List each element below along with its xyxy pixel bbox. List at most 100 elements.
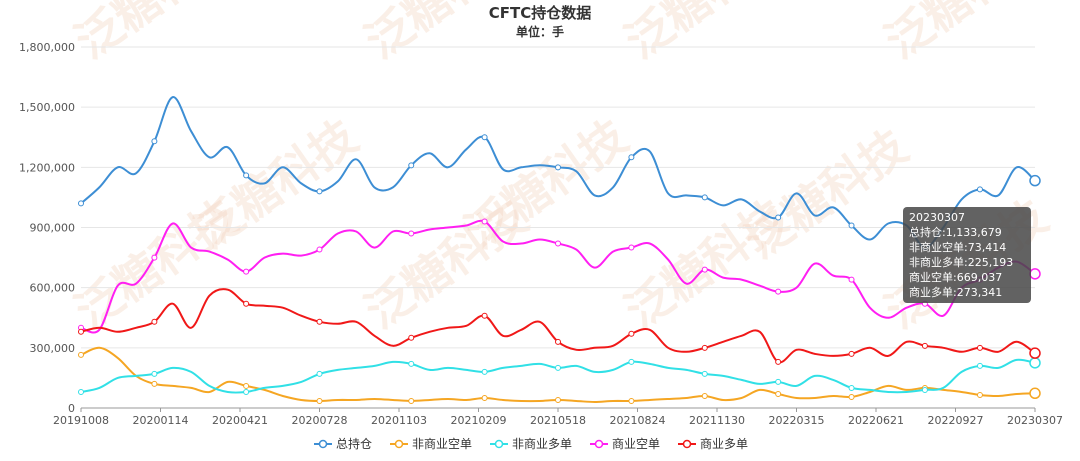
data-point[interactable] xyxy=(78,388,84,395)
data-point[interactable] xyxy=(481,368,488,375)
tooltip-line: 总持仓:1,133,679 xyxy=(909,226,1002,239)
data-point[interactable] xyxy=(481,312,488,319)
x-axis: 20191008 20200114 20200421 20200728 20201103… xyxy=(53,408,1063,427)
legend-item[interactable]: 商业多单 xyxy=(678,436,748,451)
legend-label: 总持仓 xyxy=(336,436,372,451)
data-point[interactable] xyxy=(243,172,250,179)
data-point[interactable] xyxy=(151,254,158,261)
data-point[interactable] xyxy=(408,162,415,169)
data-point[interactable] xyxy=(243,268,250,275)
data-point[interactable] xyxy=(78,200,84,207)
y-tick-label: 1,200,000 xyxy=(19,161,75,174)
data-point[interactable] xyxy=(976,344,983,351)
data-point[interactable] xyxy=(976,186,983,193)
legend[interactable]: 总持仓 非商业空单 非商业多单 商业空单 商业多单 xyxy=(314,436,748,451)
y-tick-label: 0 xyxy=(68,402,75,415)
data-point[interactable] xyxy=(628,358,635,365)
data-point[interactable] xyxy=(481,218,488,225)
y-tick-label: 300,000 xyxy=(30,342,76,355)
watermark-text: 泛糖科技 xyxy=(875,0,1057,69)
legend-marker xyxy=(494,439,504,449)
data-point[interactable] xyxy=(243,382,250,389)
data-point[interactable] xyxy=(151,380,158,387)
x-tick-label: 20200421 xyxy=(212,414,268,427)
tooltip-line: 商业多单:273,341 xyxy=(909,286,1003,299)
legend-item[interactable]: 非商业多单 xyxy=(490,436,572,451)
legend-item[interactable]: 商业空单 xyxy=(590,436,660,451)
data-point[interactable] xyxy=(481,134,488,141)
data-point[interactable] xyxy=(848,350,855,357)
watermark-text: 泛糖科技 xyxy=(65,189,247,339)
data-point[interactable] xyxy=(976,391,983,398)
data-point[interactable] xyxy=(775,358,782,365)
x-tick-label: 20220927 xyxy=(928,414,984,427)
data-point[interactable] xyxy=(316,246,323,253)
y-tick-label: 1,500,000 xyxy=(19,101,75,114)
data-point[interactable] xyxy=(1029,347,1041,359)
data-point[interactable] xyxy=(775,378,782,385)
data-point[interactable] xyxy=(775,390,782,397)
tooltip-line: 非商业空单:73,414 xyxy=(909,241,1007,254)
data-point[interactable] xyxy=(1029,174,1041,187)
data-point[interactable] xyxy=(628,154,635,161)
data-point[interactable] xyxy=(316,397,323,404)
data-point[interactable] xyxy=(151,318,158,325)
data-point[interactable] xyxy=(481,394,488,401)
legend-label: 商业空单 xyxy=(612,436,660,451)
x-tick-label: 20201103 xyxy=(371,414,427,427)
data-point[interactable] xyxy=(921,342,928,349)
data-point[interactable] xyxy=(1029,268,1041,280)
legend-label: 非商业多单 xyxy=(512,436,572,451)
legend-item[interactable]: 非商业空单 xyxy=(390,436,472,451)
data-point[interactable] xyxy=(555,364,561,371)
x-tick-label: 20210209 xyxy=(451,414,507,427)
data-point[interactable] xyxy=(408,230,415,237)
series-lines xyxy=(78,96,1041,404)
data-point[interactable] xyxy=(628,397,635,404)
data-point[interactable] xyxy=(78,351,84,358)
data-point[interactable] xyxy=(408,334,415,341)
data-point[interactable] xyxy=(775,288,782,295)
data-point[interactable] xyxy=(628,330,635,337)
data-point[interactable] xyxy=(848,384,855,391)
y-tick-label: 1,800,000 xyxy=(19,41,75,54)
data-point[interactable] xyxy=(555,338,561,345)
data-point[interactable] xyxy=(408,360,415,367)
data-point[interactable] xyxy=(701,344,708,351)
data-point[interactable] xyxy=(316,188,323,195)
data-point[interactable] xyxy=(976,362,983,369)
data-point[interactable] xyxy=(701,370,708,377)
data-point[interactable] xyxy=(848,393,855,400)
data-point[interactable] xyxy=(921,386,928,393)
tooltip-date: 20230307 xyxy=(909,211,965,224)
tooltip-line: 非商业多单:225,193 xyxy=(909,256,1014,269)
data-point[interactable] xyxy=(316,370,323,377)
series-line xyxy=(80,346,1036,404)
data-point[interactable] xyxy=(701,392,708,399)
legend-item[interactable]: 总持仓 xyxy=(314,436,372,451)
y-axis: 0 300,000 600,000 900,000 1,200,000 1,500,000… xyxy=(19,41,75,415)
data-point[interactable] xyxy=(701,194,708,201)
data-point[interactable] xyxy=(151,370,158,377)
data-point[interactable] xyxy=(78,328,84,335)
x-tick-label: 20230307 xyxy=(1007,414,1063,427)
data-point[interactable] xyxy=(848,276,855,283)
data-point[interactable] xyxy=(555,164,561,171)
data-point[interactable] xyxy=(316,318,323,325)
x-tick-label: 20220315 xyxy=(769,414,825,427)
data-point[interactable] xyxy=(1029,387,1041,400)
data-point[interactable] xyxy=(1029,357,1041,369)
y-tick-label: 900,000 xyxy=(30,222,76,235)
data-point[interactable] xyxy=(628,244,635,251)
data-point[interactable] xyxy=(775,214,782,221)
data-point[interactable] xyxy=(151,138,158,145)
y-tick-label: 600,000 xyxy=(30,282,76,295)
legend-marker xyxy=(682,439,692,449)
data-point[interactable] xyxy=(555,396,561,403)
data-point[interactable] xyxy=(848,222,855,229)
data-point[interactable] xyxy=(408,397,415,404)
data-point[interactable] xyxy=(243,388,250,395)
data-point[interactable] xyxy=(701,266,708,273)
data-point[interactable] xyxy=(555,240,561,247)
data-point[interactable] xyxy=(243,300,250,307)
